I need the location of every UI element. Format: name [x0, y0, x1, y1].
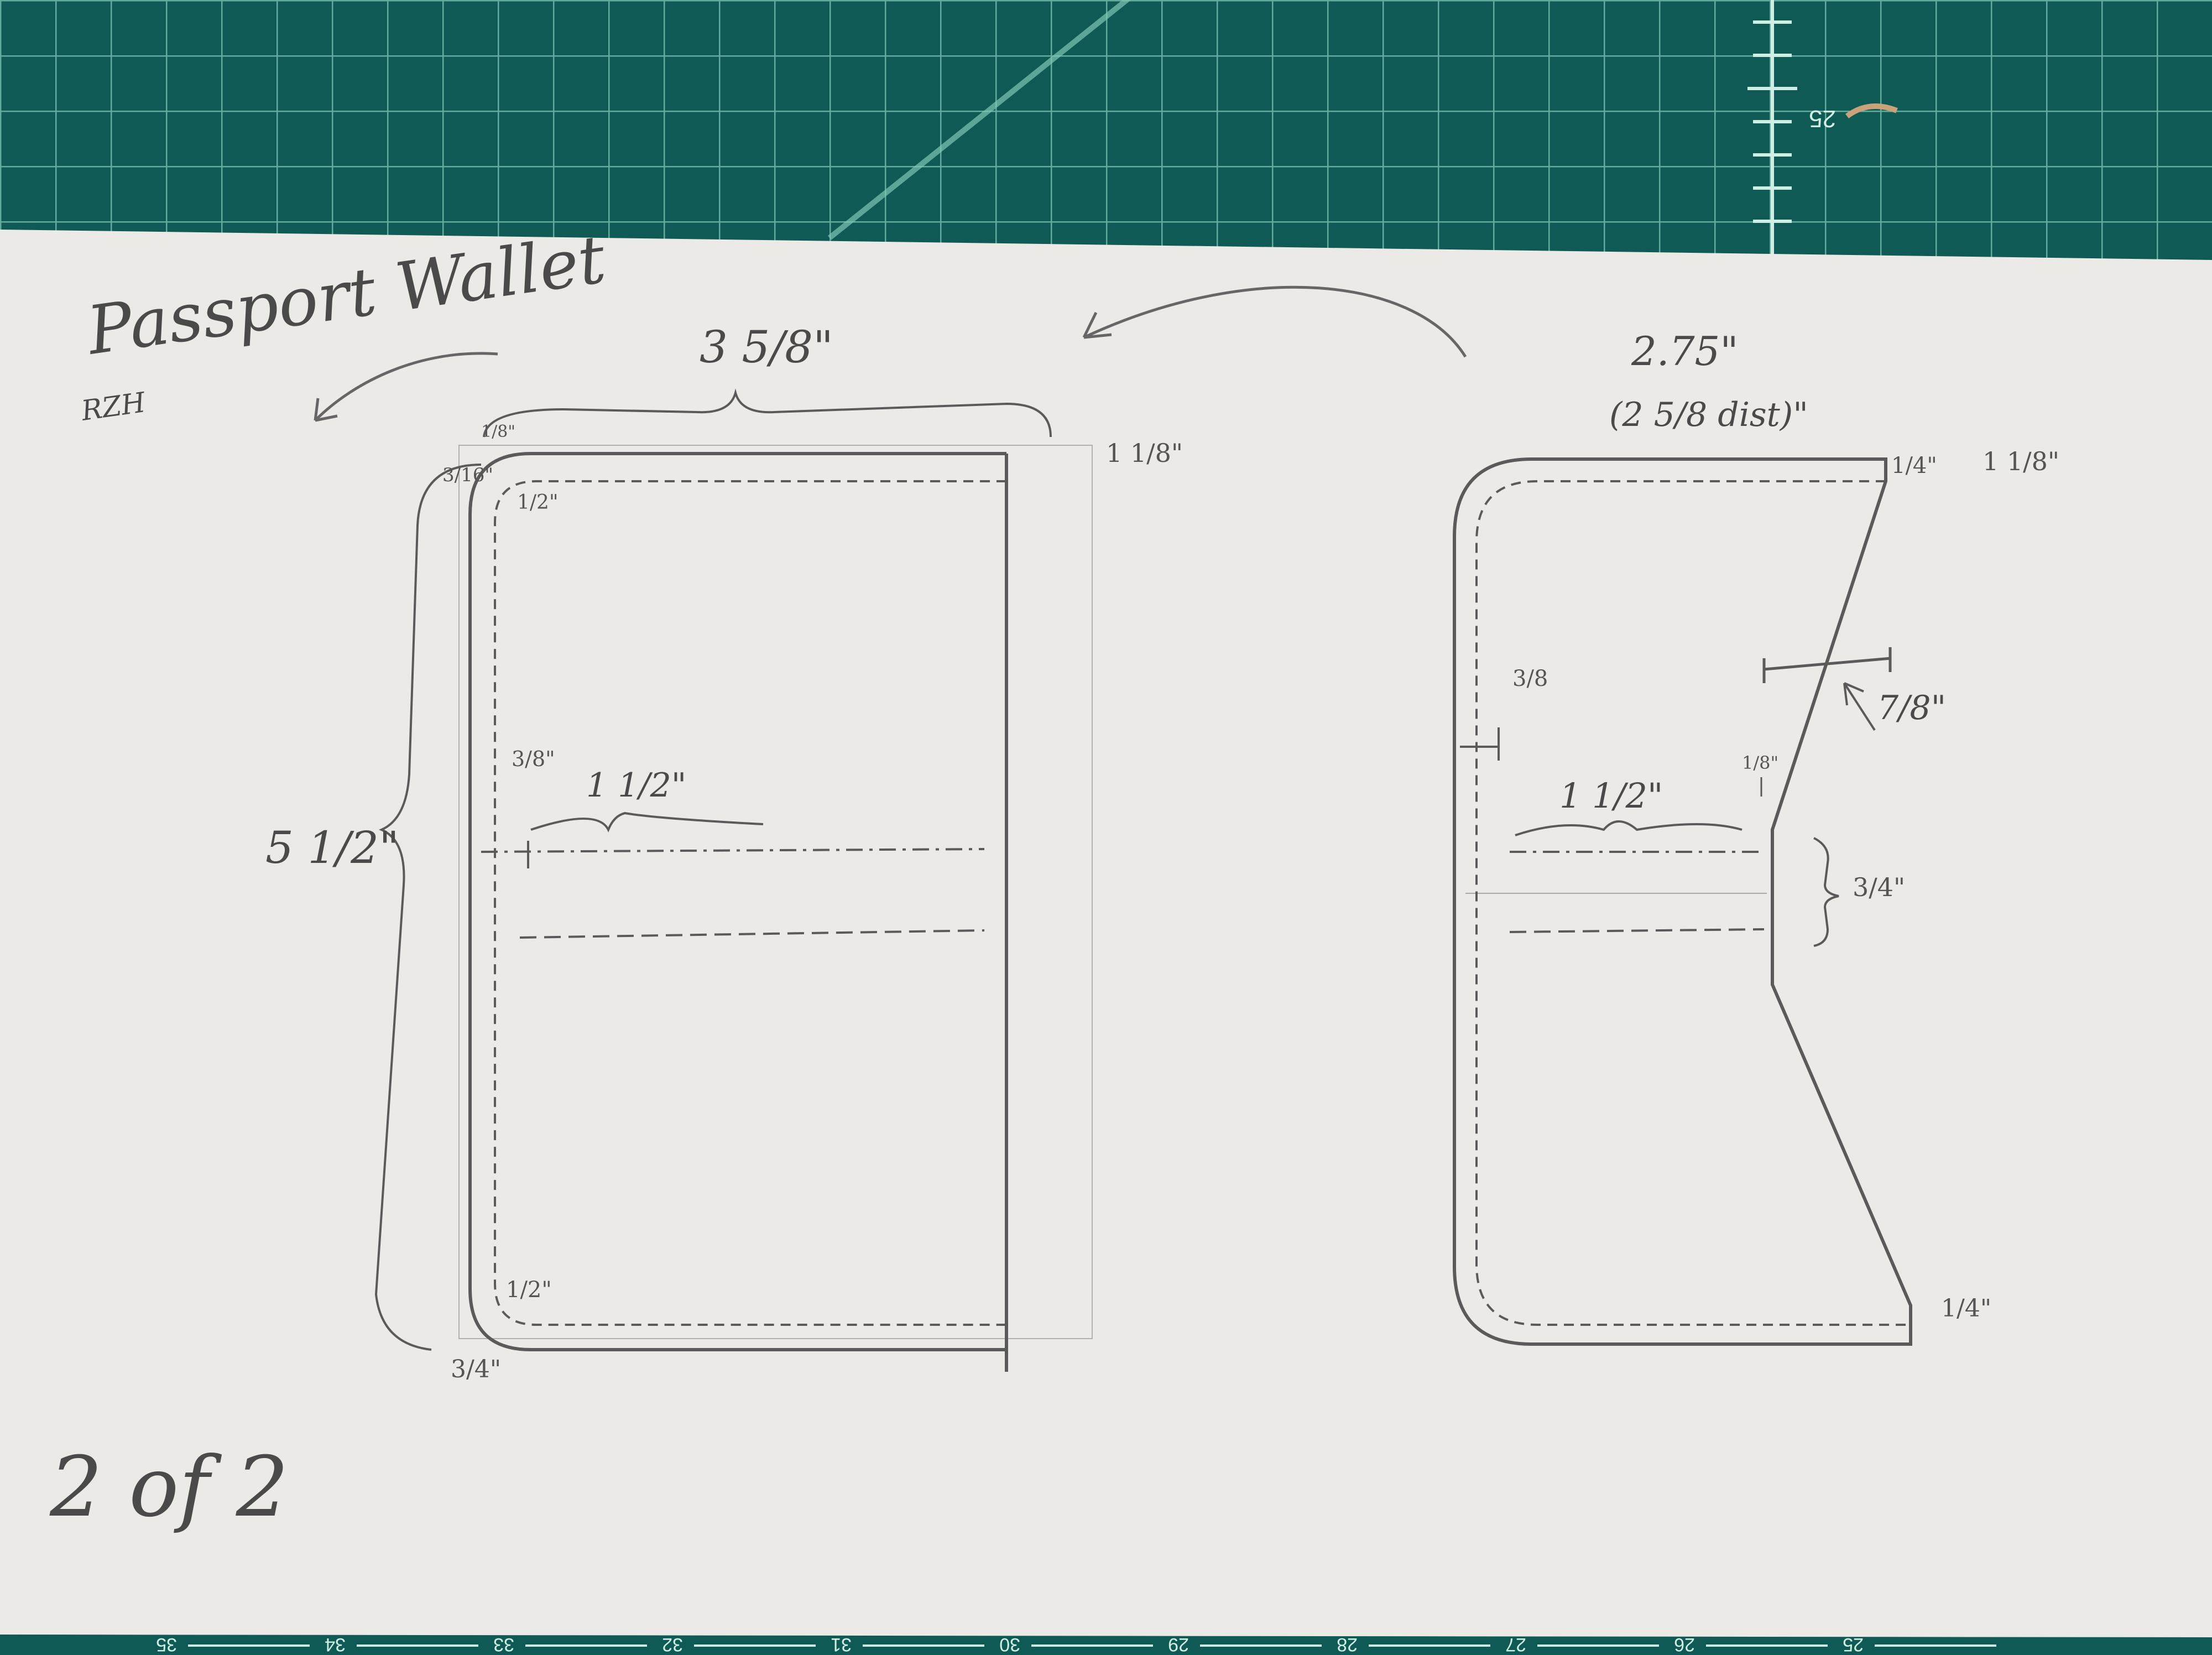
right-pocket-width: 1 1/2" [1559, 776, 1663, 816]
left-panel-outline [468, 452, 1006, 1351]
left-margin-top-right: 1 1/8" [1106, 438, 1183, 468]
left-height-brace [374, 464, 482, 1351]
left-width-label: 3 5/8" [700, 321, 833, 373]
left-stitch-line [494, 480, 1006, 1326]
left-corner-top-b: 3/16" [442, 464, 493, 486]
right-pocket-brace [1515, 820, 1743, 836]
right-step: 1/8" [1742, 752, 1778, 773]
left-width-brace [483, 388, 1052, 438]
mat-ruler-number: 30 [999, 1634, 1020, 1655]
mat-ruler-number: 28 [1337, 1634, 1358, 1655]
debris [1845, 103, 1898, 119]
right-panel [1453, 457, 1912, 1346]
mat-ruler-number: 34 [325, 1634, 346, 1655]
paper-sheet [0, 230, 2212, 1637]
mat-ruler-number: 32 [662, 1634, 683, 1655]
right-panel-outline [1453, 457, 1912, 1346]
left-pocket-brace [530, 811, 764, 832]
mat-ruler-number: 31 [831, 1634, 852, 1655]
right-taper: 7/8" [1877, 689, 1946, 727]
mat-ruler-number: 27 [1505, 1634, 1526, 1655]
left-height-label: 5 1/2" [265, 822, 399, 873]
left-corner-bottom-b: 3/4" [451, 1355, 501, 1383]
right-top-right-b: 1 1/8" [1983, 446, 2059, 476]
mat-ruler-ticks [1747, 0, 1797, 260]
title-arrow [314, 352, 498, 422]
right-top-right-a: 1/4" [1891, 453, 1937, 478]
mat-diagonal [827, 0, 1131, 240]
left-pocket-width: 1 1/2" [586, 766, 686, 805]
right-width-alt: (2 5/8 dist)" [1609, 395, 1808, 434]
left-corner-top-a: 1/8" [481, 422, 515, 441]
mat-ruler-number: 29 [1168, 1634, 1189, 1655]
panel-arrow [1082, 285, 1467, 358]
mat-number: 25 [1809, 105, 1836, 132]
left-corner-top-c: 1/2" [517, 491, 559, 514]
left-panel [374, 388, 1093, 1372]
mat-ruler-number: 26 [1674, 1634, 1695, 1655]
right-bottom-right: 1/4" [1941, 1294, 1991, 1323]
left-pocket-line-2 [519, 929, 985, 939]
left-guide-box [458, 445, 1093, 1339]
right-taper-dim [1764, 657, 1892, 671]
page-label: 2 of 2 [49, 1439, 289, 1536]
right-taper-arrow [1843, 682, 1876, 731]
right-left-margin: 3/8 [1512, 666, 1548, 691]
mat-bottom-ruler: 35 34 33 32 31 30 29 28 27 26 25 [156, 1634, 1996, 1655]
left-pocket-offset: 3/8" [512, 747, 555, 771]
right-pocket-height: 3/4" [1853, 872, 1905, 902]
right-pocket-line-2 [1509, 928, 1765, 933]
mat-ruler-number: 33 [493, 1634, 514, 1655]
right-width-label: 2.75" [1631, 328, 1738, 374]
mat-ruler-number: 25 [1843, 1634, 1864, 1655]
mat-ruler-number: 35 [156, 1634, 177, 1655]
right-pocket-height-brace [1813, 837, 1839, 947]
left-corner-bottom-a: 1/2" [506, 1277, 552, 1303]
